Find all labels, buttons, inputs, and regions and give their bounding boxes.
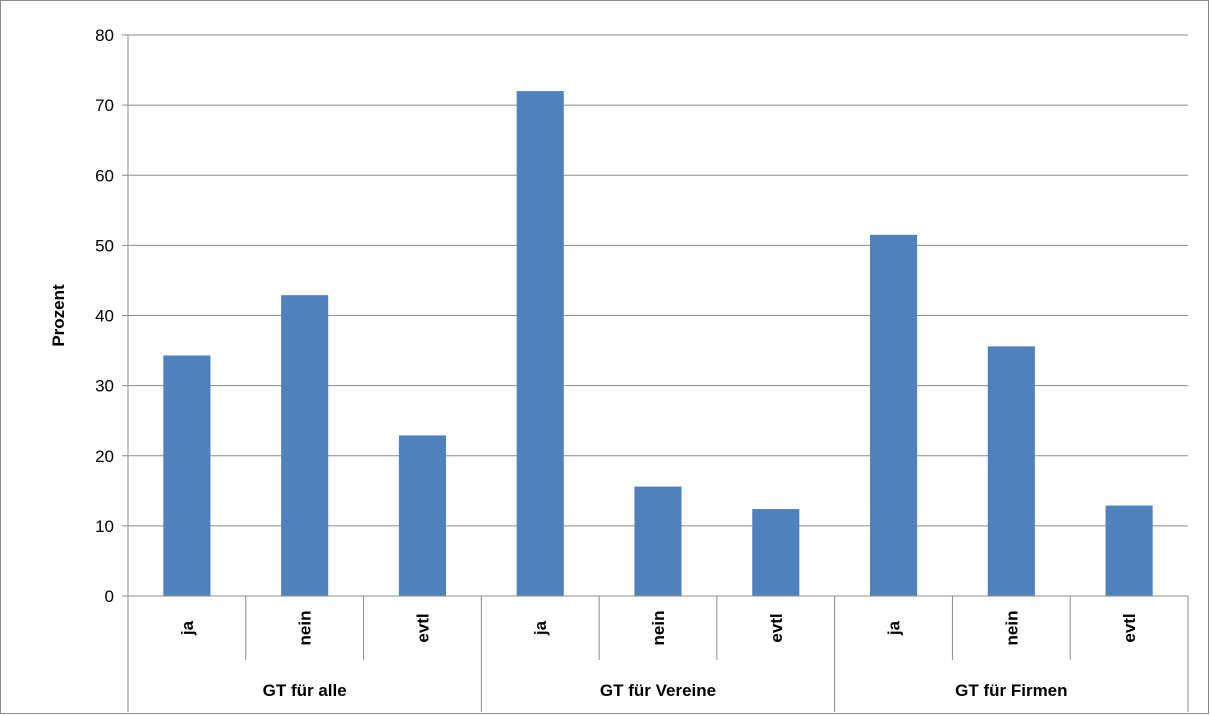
y-tick-label: 20 xyxy=(95,447,114,466)
bar xyxy=(281,295,329,596)
y-tick-label: 50 xyxy=(95,236,114,255)
x-category-label: ja xyxy=(178,620,197,636)
x-category-label: nein xyxy=(296,611,315,646)
x-category-label: ja xyxy=(531,620,550,636)
x-category-label: nein xyxy=(649,611,668,646)
y-axis-title: Prozent xyxy=(49,284,68,347)
bar xyxy=(987,346,1035,596)
labels: 0 10 20 30 40 50 60 70 80 ja nein evtl GT für alle ja… xyxy=(95,26,1139,700)
x-category-label: evtl xyxy=(413,613,432,642)
y-tick-label: 30 xyxy=(95,377,114,396)
y-tick-label: 80 xyxy=(95,26,114,45)
bar xyxy=(1105,505,1153,596)
x-group-label: GT für Vereine xyxy=(600,681,716,700)
x-category-label: ja xyxy=(885,620,904,636)
x-category-label: evtl xyxy=(767,613,786,642)
bar xyxy=(163,355,211,596)
bar xyxy=(752,509,800,596)
y-tick-label: 40 xyxy=(95,307,114,326)
y-tick-label: 70 xyxy=(95,96,114,115)
bar xyxy=(398,435,446,596)
x-category-label: evtl xyxy=(1120,613,1139,642)
x-group-label: GT für alle xyxy=(263,681,347,700)
bar xyxy=(634,486,682,596)
y-tick-label: 0 xyxy=(105,587,114,606)
bar xyxy=(870,234,918,596)
bars xyxy=(163,91,1153,596)
y-tick-label: 10 xyxy=(95,517,114,536)
x-group-label: GT für Firmen xyxy=(955,681,1067,700)
bar xyxy=(516,91,564,596)
x-category-label: nein xyxy=(1002,611,1021,646)
axes xyxy=(122,34,1189,712)
y-tick-label: 60 xyxy=(95,166,114,185)
